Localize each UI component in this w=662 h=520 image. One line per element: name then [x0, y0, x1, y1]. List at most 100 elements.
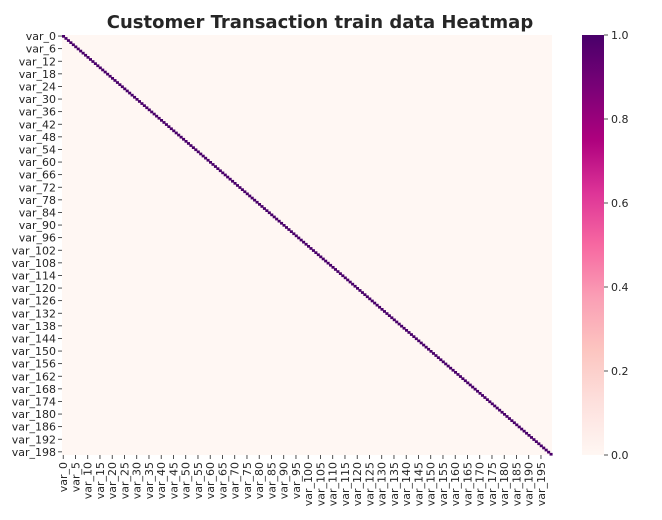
y-tick-label: var_66	[19, 169, 56, 182]
heatmap-cell-diagonal	[186, 142, 190, 145]
heatmap-cell-diagonal	[206, 158, 210, 162]
x-tick-label: var_120	[351, 462, 364, 506]
heatmap-cell-diagonal	[488, 400, 492, 404]
heatmap-cell-diagonal	[133, 95, 137, 99]
heatmap-cell-diagonal	[549, 452, 553, 456]
heatmap-cell-diagonal	[297, 236, 301, 240]
heatmap-cell-diagonal	[240, 188, 244, 191]
heatmap-cell-diagonal	[314, 251, 318, 254]
heatmap-cell-diagonal	[446, 364, 450, 368]
heatmap-cell-diagonal	[441, 360, 445, 364]
colorbar-tick-label: 1.0	[611, 29, 629, 42]
heatmap-cell-diagonal	[98, 66, 102, 70]
heatmap-cell-diagonal	[405, 329, 409, 332]
heatmap-cell-diagonal	[189, 144, 193, 147]
heatmap-cell-diagonal	[409, 333, 413, 336]
x-tick-label: var_185	[510, 462, 523, 506]
heatmap-cell-diagonal	[270, 213, 274, 217]
x-tick-label: var_155	[437, 462, 450, 506]
heatmap-cell-diagonal	[108, 74, 112, 78]
heatmap-cell-diagonal	[331, 266, 335, 269]
heatmap-cell-diagonal	[461, 377, 465, 380]
y-tick-label: var_0	[26, 30, 56, 43]
heatmap-cell-diagonal	[272, 215, 276, 219]
heatmap-cell-diagonal	[400, 324, 404, 328]
heatmap-cell-diagonal	[427, 347, 431, 351]
heatmap-cell-diagonal	[167, 125, 171, 128]
heatmap-cell-diagonal	[238, 186, 242, 189]
colorbar-ticks: 0.0 0.2 0.4 0.6 0.8 1.0	[604, 29, 629, 462]
heatmap-cell-diagonal	[412, 335, 416, 338]
heatmap-cell-diagonal	[209, 161, 213, 164]
y-tick-label: var_72	[19, 181, 56, 194]
heatmap-cell-diagonal	[204, 156, 208, 160]
heatmap-cell-diagonal	[329, 263, 333, 267]
x-tick-label: var_15	[94, 462, 107, 499]
heatmap-cell-diagonal	[226, 175, 230, 179]
diagonal-cells	[62, 35, 553, 456]
x-tick-label: var_150	[425, 462, 438, 506]
heatmap-cell-diagonal	[525, 431, 529, 435]
heatmap-cell-diagonal	[311, 249, 315, 252]
heatmap-cell-diagonal	[289, 230, 293, 233]
heatmap-cell-diagonal	[515, 423, 519, 427]
x-tick-label: var_20	[106, 462, 119, 499]
heatmap-cell-diagonal	[547, 450, 551, 454]
x-tick-label: var_60	[204, 462, 217, 499]
heatmap-cell-diagonal	[76, 47, 80, 51]
y-tick-label: var_6	[26, 43, 56, 56]
heatmap-cell-diagonal	[157, 116, 161, 120]
heatmap-cell-diagonal	[348, 280, 352, 284]
heatmap-cell-diagonal	[449, 366, 453, 370]
heatmap-cell-diagonal	[194, 148, 198, 152]
heatmap-cell-diagonal	[69, 41, 73, 44]
heatmap-cell-diagonal	[86, 56, 90, 59]
heatmap-cell-diagonal	[463, 379, 467, 383]
heatmap-cell-diagonal	[341, 274, 345, 278]
heatmap-cell-diagonal	[422, 343, 426, 347]
heatmap-cell-diagonal	[66, 39, 70, 42]
heatmap-cell-diagonal	[316, 253, 320, 257]
heatmap-cell-diagonal	[436, 356, 440, 359]
y-tick-label: var_54	[19, 143, 56, 156]
colorbar-tick-label: 0.2	[611, 365, 629, 378]
y-tick-label: var_168	[12, 383, 56, 396]
heatmap-cell-diagonal	[267, 211, 271, 215]
y-tick-label: var_114	[12, 269, 56, 282]
heatmap-cell-diagonal	[258, 203, 262, 206]
heatmap-cell-diagonal	[292, 232, 296, 236]
heatmap-cell-diagonal	[471, 385, 475, 389]
heatmap-cell-diagonal	[79, 49, 83, 53]
heatmap-cell-diagonal	[500, 410, 504, 414]
x-tick-label: var_165	[461, 462, 474, 506]
heatmap-cell-diagonal	[275, 217, 279, 221]
heatmap-cell-diagonal	[145, 106, 149, 110]
heatmap-cell-diagonal	[495, 406, 499, 410]
y-tick-label: var_144	[12, 332, 56, 345]
heatmap-cell-diagonal	[216, 167, 220, 170]
heatmap-cell-diagonal	[201, 154, 205, 158]
y-tick-label: var_96	[19, 232, 56, 245]
heatmap-cell-diagonal	[368, 297, 372, 301]
heatmap-cell-diagonal	[532, 438, 536, 441]
heatmap-cell-diagonal	[199, 152, 203, 156]
heatmap-cell-diagonal	[307, 245, 311, 248]
heatmap-cell-diagonal	[505, 415, 509, 418]
heatmap-cell-diagonal	[71, 43, 75, 47]
x-tick-label: var_125	[363, 462, 376, 506]
heatmap-cell-diagonal	[260, 205, 264, 208]
heatmap-cell-diagonal	[106, 72, 110, 76]
heatmap-cell-diagonal	[321, 257, 325, 261]
colorbar-tick-label: 0.4	[611, 281, 629, 294]
heatmap-cell-diagonal	[147, 108, 151, 112]
x-tick-label: var_30	[131, 462, 144, 499]
y-tick-label: var_120	[12, 282, 56, 295]
heatmap-cell-diagonal	[414, 337, 418, 341]
heatmap-cell-diagonal	[419, 341, 423, 345]
y-tick-label: var_156	[12, 358, 56, 371]
heatmap-cell-diagonal	[233, 182, 237, 185]
heatmap-cell-diagonal	[130, 93, 134, 97]
heatmap-cell-diagonal	[262, 207, 266, 210]
x-tick-label: var_40	[155, 462, 168, 499]
heatmap-cell-diagonal	[277, 219, 281, 223]
